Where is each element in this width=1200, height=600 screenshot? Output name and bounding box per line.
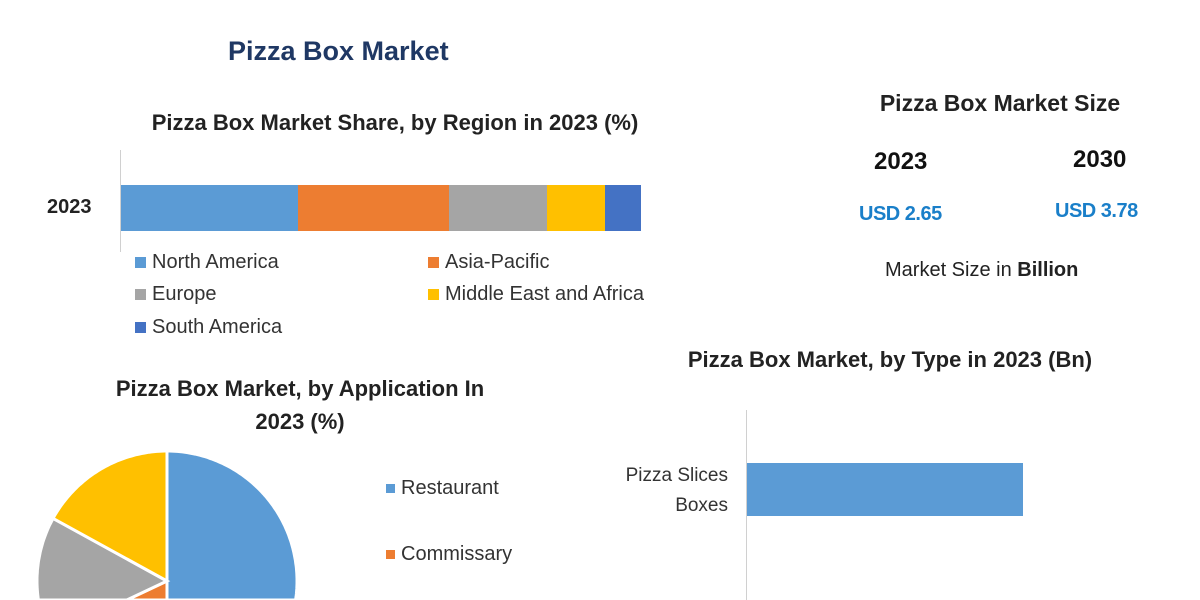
legend-label: Commissary bbox=[401, 543, 513, 565]
application-pie bbox=[35, 449, 299, 600]
legend-swatch bbox=[428, 289, 439, 300]
region-stacked-bar bbox=[121, 185, 641, 231]
legend-label: Middle East and Africa bbox=[445, 283, 644, 305]
market-year-2030: 2030 bbox=[1073, 146, 1127, 173]
legend-restaurant: Restaurant bbox=[386, 477, 499, 500]
bar-segment-south-america bbox=[604, 185, 641, 231]
bar-segment-middle-east-and-africa bbox=[547, 185, 605, 231]
legend-asia-pacific: Asia-Pacific bbox=[428, 251, 549, 274]
bar-segment-north-america bbox=[121, 185, 298, 231]
region-axis bbox=[120, 150, 121, 252]
legend-europe: Europe bbox=[135, 283, 217, 306]
legend-swatch bbox=[386, 484, 395, 493]
market-value-2030: USD 3.78 bbox=[1055, 200, 1138, 222]
title-line: 2023 (%) bbox=[255, 409, 345, 434]
label-line: Boxes bbox=[675, 495, 728, 516]
legend-swatch bbox=[135, 322, 146, 333]
application-chart-title: Pizza Box Market, by Application In 2023 … bbox=[60, 372, 540, 438]
type-bar-pizza-slices-boxes bbox=[747, 463, 1023, 516]
legend-label: Restaurant bbox=[401, 477, 499, 499]
legend-label: Asia-Pacific bbox=[445, 251, 550, 273]
label-line: Pizza Slices bbox=[625, 465, 728, 486]
type-chart-title: Pizza Box Market, by Type in 2023 (Bn) bbox=[687, 347, 1093, 372]
legend-label: South America bbox=[152, 316, 283, 338]
pie-slice-restaurant bbox=[165, 449, 299, 600]
pie-slice-segment-2 bbox=[35, 516, 171, 600]
market-size-title: Pizza Box Market Size bbox=[879, 90, 1121, 116]
page-title: Pizza Box Market bbox=[228, 36, 449, 66]
note-text: Market Size in bbox=[885, 259, 1018, 281]
type-category-label: Pizza Slices Boxes bbox=[600, 461, 728, 521]
legend-label: Europe bbox=[152, 283, 217, 305]
market-size-note: Market Size in Billion bbox=[885, 259, 1078, 282]
type-axis bbox=[746, 410, 747, 600]
region-category-label: 2023 bbox=[47, 196, 92, 218]
market-year-2023: 2023 bbox=[874, 148, 928, 175]
title-line: Pizza Box Market, by Application In bbox=[115, 376, 485, 401]
legend-label: North America bbox=[152, 251, 279, 273]
legend-swatch bbox=[135, 257, 146, 268]
legend-mea: Middle East and Africa bbox=[428, 283, 644, 306]
legend-north-america: North America bbox=[135, 251, 279, 274]
legend-south-america: South America bbox=[135, 316, 282, 339]
bar-segment-europe bbox=[448, 185, 548, 231]
region-chart-title: Pizza Box Market Share, by Region in 202… bbox=[151, 110, 639, 135]
legend-swatch bbox=[135, 289, 146, 300]
legend-swatch bbox=[428, 257, 439, 268]
legend-commissary: Commissary bbox=[386, 543, 512, 566]
bar-segment-asia-pacific bbox=[297, 185, 449, 231]
note-unit: Billion bbox=[1017, 259, 1079, 281]
market-value-2023: USD 2.65 bbox=[859, 203, 942, 225]
legend-swatch bbox=[386, 550, 395, 559]
pie-slice-segment-3 bbox=[51, 449, 169, 584]
